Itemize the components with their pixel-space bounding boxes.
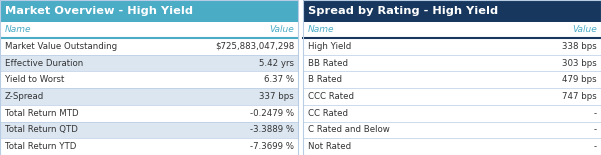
Text: -: - <box>594 125 597 134</box>
Bar <box>0 122 298 138</box>
Text: High Yield: High Yield <box>308 42 351 51</box>
Text: Total Return MTD: Total Return MTD <box>5 109 79 118</box>
Text: Effective Duration: Effective Duration <box>5 59 84 68</box>
Bar <box>0 88 298 105</box>
Text: Yield to Worst: Yield to Worst <box>5 75 64 84</box>
Text: 303 bps: 303 bps <box>563 59 597 68</box>
Text: CC Rated: CC Rated <box>308 109 348 118</box>
Bar <box>303 88 601 105</box>
Text: Name: Name <box>308 26 335 35</box>
Text: Value: Value <box>572 26 597 35</box>
Bar <box>303 22 601 38</box>
Text: 6.37 %: 6.37 % <box>264 75 294 84</box>
Text: Not Rated: Not Rated <box>308 142 351 151</box>
Bar <box>0 0 298 155</box>
Text: -: - <box>594 142 597 151</box>
Text: 5.42 yrs: 5.42 yrs <box>259 59 294 68</box>
Bar <box>303 0 601 22</box>
Text: C Rated and Below: C Rated and Below <box>308 125 390 134</box>
Text: 747 bps: 747 bps <box>563 92 597 101</box>
Text: -7.3699 %: -7.3699 % <box>250 142 294 151</box>
Bar <box>0 38 298 55</box>
Bar <box>0 71 298 88</box>
Bar <box>0 55 298 71</box>
Bar <box>0 22 298 38</box>
Text: -3.3889 %: -3.3889 % <box>250 125 294 134</box>
Text: BB Rated: BB Rated <box>308 59 348 68</box>
Bar <box>303 138 601 155</box>
Bar <box>0 0 298 22</box>
Text: Total Return QTD: Total Return QTD <box>5 125 78 134</box>
Text: -: - <box>594 109 597 118</box>
Text: $725,883,047,298: $725,883,047,298 <box>215 42 294 51</box>
Bar <box>303 55 601 71</box>
Bar <box>0 105 298 122</box>
Text: B Rated: B Rated <box>308 75 342 84</box>
Text: Market Value Outstanding: Market Value Outstanding <box>5 42 117 51</box>
Bar <box>303 38 601 55</box>
Text: Market Overview - High Yield: Market Overview - High Yield <box>5 6 193 16</box>
Text: -0.2479 %: -0.2479 % <box>250 109 294 118</box>
Text: Name: Name <box>5 26 31 35</box>
Text: Z-Spread: Z-Spread <box>5 92 44 101</box>
Bar <box>303 0 601 155</box>
Bar <box>303 105 601 122</box>
Bar <box>0 138 298 155</box>
Text: 338 bps: 338 bps <box>563 42 597 51</box>
Bar <box>303 122 601 138</box>
Text: CCC Rated: CCC Rated <box>308 92 354 101</box>
Text: Total Return YTD: Total Return YTD <box>5 142 76 151</box>
Text: Spread by Rating - High Yield: Spread by Rating - High Yield <box>308 6 498 16</box>
Text: 479 bps: 479 bps <box>563 75 597 84</box>
Bar <box>303 71 601 88</box>
Text: Value: Value <box>269 26 294 35</box>
Text: 337 bps: 337 bps <box>259 92 294 101</box>
